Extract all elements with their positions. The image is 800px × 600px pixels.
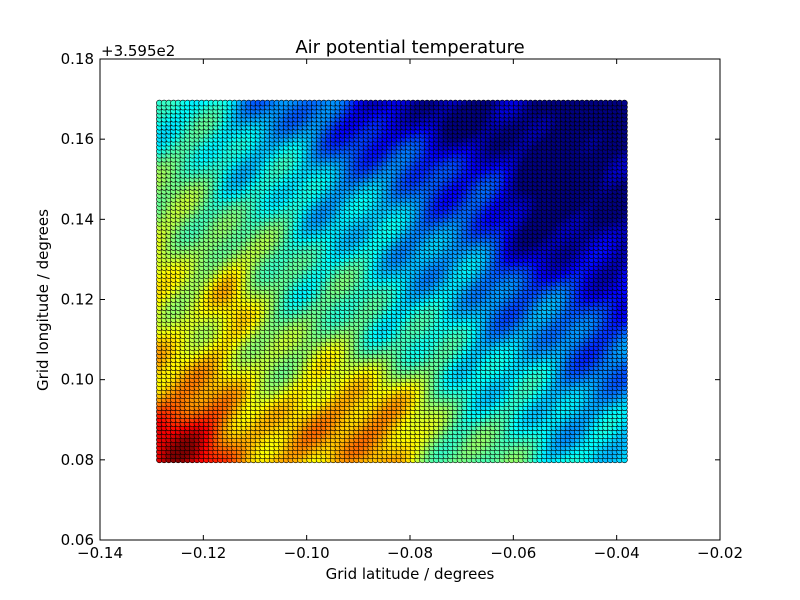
plot-area: −0.14 −0.12 −0.10 −0.08 −0.06 −0.04 −0.02 0.06… [61, 50, 743, 562]
chart-title: Air potential temperature [295, 37, 524, 58]
scatter-points [156, 100, 627, 463]
y-axis-offset-label: +3.595e2 [101, 42, 175, 60]
